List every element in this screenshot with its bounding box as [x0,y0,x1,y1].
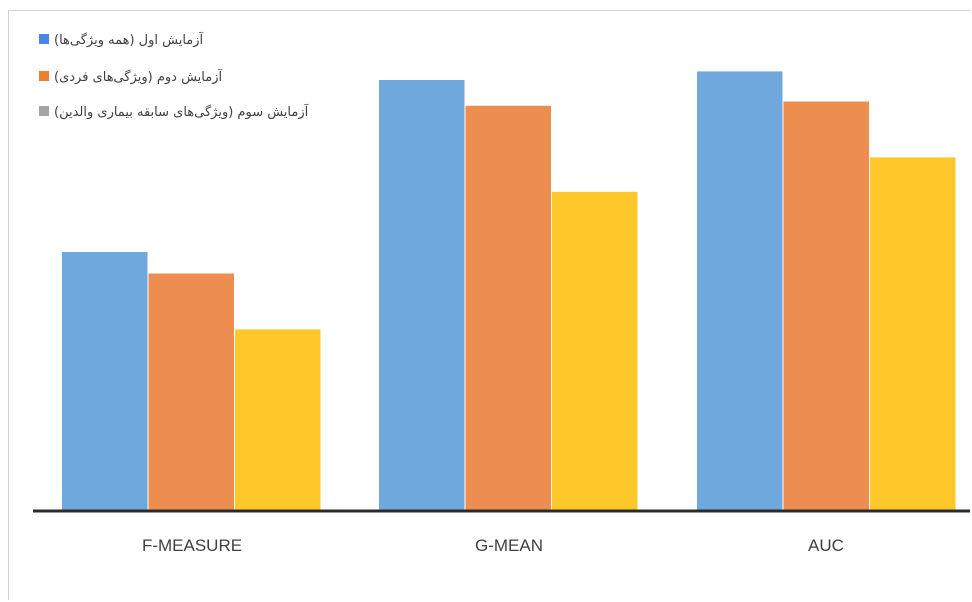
category-label-f-measure: F-MEASURE [142,536,242,555]
category-label-auc: AUC [808,536,844,555]
legend-label-series-2: آزمایش دوم (ویژگی‌های فردی) [54,68,223,85]
legend-marker-series-3 [39,106,49,116]
bar-series3-g-mean [552,191,638,511]
bar-series2-g-mean [465,105,551,511]
category-label-g-mean: G-MEAN [475,536,543,555]
bar-series1-g-mean [379,80,465,510]
bar-series1-auc [697,71,783,511]
bar-series2-f-measure [148,273,234,510]
bar-series1-f-measure [62,252,148,510]
legend-marker-series-2 [39,71,49,81]
legend-label-series-3: آزمایش سوم (ویژگی‌های سابقه بیماری والدی… [54,103,310,120]
legend-marker-series-1 [39,34,49,44]
bar-series2-auc [783,101,869,510]
chart-frame [8,10,970,600]
legend-label-series-1: آزمایش اول (همه ویژگی‌ها) [54,31,205,48]
category-labels: F-MEASURE G-MEAN AUC [142,536,844,555]
bar-series3-auc [870,157,956,510]
bar-series3-f-measure [235,329,321,510]
legend: آزمایش اول (همه ویژگی‌ها) آزمایش دوم (وی… [39,31,310,120]
bars-group [62,71,956,511]
